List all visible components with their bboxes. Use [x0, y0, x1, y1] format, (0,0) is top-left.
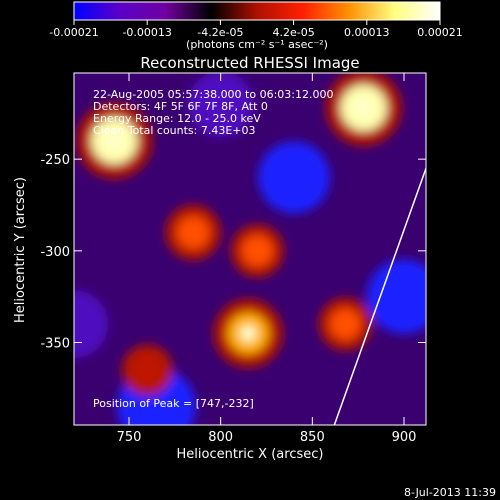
plot-frame	[73, 72, 427, 426]
annotation-time-range: 22-Aug-2005 05:57:38.000 to 06:03:12.000	[93, 88, 334, 101]
chart-title: Reconstructed RHESSI Image	[140, 54, 359, 72]
heatmap-source-core	[106, 132, 123, 149]
annotation-peak-position: Position of Peak = [747,-232]	[93, 397, 254, 410]
x-tick-label: 750	[117, 430, 142, 445]
heatmap-source	[329, 308, 361, 340]
y-axis-label: Heliocentric Y (arcsec)	[13, 177, 28, 323]
heatmap-source-core	[240, 325, 257, 342]
x-tick-label: 900	[392, 430, 417, 445]
y-tick-label: -250	[40, 153, 70, 168]
colorbar-ticks: -0.00021 -0.00013 -4.2e-05 4.2e-05 0.00013 0.…	[49, 20, 463, 39]
x-tick-label: 800	[208, 430, 233, 445]
colorbar-tick-label: -0.00021	[49, 26, 98, 39]
annotation-energy-range: Energy Range: 12.0 - 25.0 keV	[93, 112, 261, 125]
timestamp: 8-Jul-2013 11:39	[404, 486, 496, 499]
colorbar-tick-label: 4.2e-05	[272, 26, 314, 39]
y-tick-label: -300	[40, 245, 70, 260]
annotation-detectors: Detectors: 4F 5F 6F 7F 8F, Att 0	[93, 100, 268, 113]
solar-limb-line	[333, 168, 426, 425]
heatmap-dim-region	[258, 141, 330, 214]
colorbar-tick-label: 0.00021	[417, 26, 463, 39]
heatmap-dim-region	[188, 73, 254, 137]
heatmap-dim-region	[366, 259, 426, 334]
colorbar-tick-label: -4.2e-05	[197, 26, 243, 39]
heatmap-source	[132, 355, 162, 385]
colorbar-tick-label: -0.00013	[122, 26, 171, 39]
plot-area: 750 800 850 900 -250 -300 -350	[40, 72, 427, 445]
colorbar-unit-label: (photons cm⁻² s⁻¹ asec⁻²)	[186, 38, 328, 51]
heatmap-source	[241, 235, 273, 267]
axis-ticks: 750 800 850 900 -250 -300 -350	[40, 73, 426, 445]
colorbar-strip	[73, 1, 441, 21]
x-tick-label: 850	[300, 430, 325, 445]
x-axis-label: Heliocentric X (arcsec)	[177, 447, 324, 462]
info-annotations: 22-Aug-2005 05:57:38.000 to 06:03:12.000…	[93, 88, 334, 410]
heatmap-source-core	[355, 99, 372, 116]
annotation-clean-counts: Clean Total counts: 7.43E+03	[93, 124, 256, 137]
heatmap-dim-region	[74, 290, 108, 359]
colorbar-tick-label: 0.00013	[344, 26, 390, 39]
colorbar: -0.00021 -0.00013 -4.2e-05 4.2e-05 0.00013 0.…	[49, 1, 463, 51]
heatmap-image	[74, 73, 426, 425]
y-tick-label: -350	[40, 337, 70, 352]
heatmap-source	[177, 216, 210, 249]
